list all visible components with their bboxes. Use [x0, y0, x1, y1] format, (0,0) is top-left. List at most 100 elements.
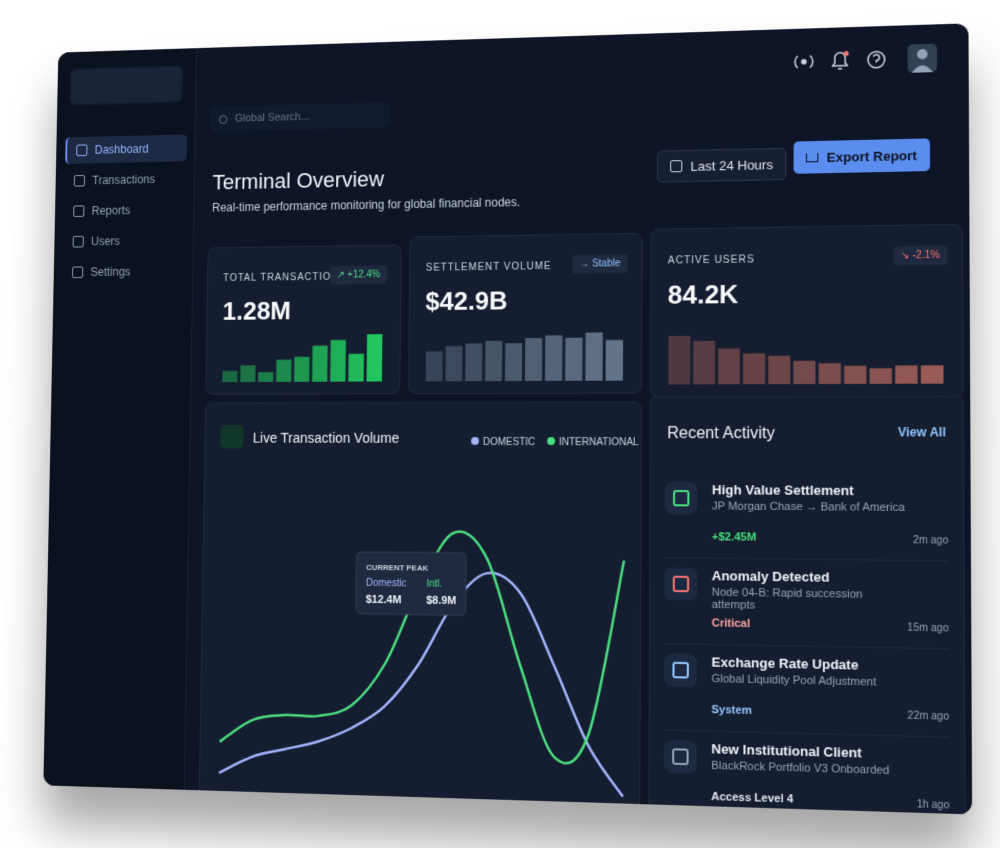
activity-time: 1h ago [917, 799, 950, 812]
mini-bar [330, 340, 346, 382]
view-all-link[interactable]: View All [898, 425, 946, 440]
mini-bars [667, 334, 945, 384]
activity-tag: Access Level 4 [711, 791, 793, 806]
activity-title: Recent Activity [667, 425, 775, 443]
nav-icon [74, 175, 85, 187]
activity-icon [664, 653, 697, 687]
nav-label: Settings [90, 265, 130, 279]
nav-label: Reports [92, 204, 131, 218]
tooltip-value: $12.4M [366, 594, 402, 607]
mini-bar [870, 368, 892, 384]
activity-time: 22m ago [908, 710, 950, 723]
activity-item[interactable]: High Value Settlement JP Morgan Chase → B… [665, 472, 949, 562]
mini-bar [485, 341, 502, 381]
stat-label: SETTLEMENT VOLUME [426, 261, 552, 274]
activity-title: Anomaly Detected [712, 568, 830, 585]
activity-title: High Value Settlement [712, 482, 854, 498]
mini-bar [465, 343, 482, 381]
activity-icon-glyph [673, 490, 689, 506]
dashboard-window: Dashboard Transactions Reports Users Setting… [43, 23, 972, 814]
mini-bars [221, 334, 384, 382]
range-label: Last 24 Hours [690, 157, 773, 174]
nav-item[interactable]: Reports [64, 196, 184, 225]
mini-bar [693, 341, 715, 385]
calendar-icon [670, 160, 682, 172]
help-icon[interactable] [868, 51, 885, 68]
tooltip-title: CURRENT PEAK [366, 563, 428, 573]
page-title: Terminal Overview [212, 167, 384, 196]
activity-desc: BlackRock Portfolio V3 Onboarded [711, 760, 911, 778]
legend-dot [547, 437, 555, 445]
nav-item[interactable]: Users [63, 227, 183, 256]
mini-bar [505, 343, 522, 381]
activity-icon-glyph [673, 576, 689, 593]
bell-icon[interactable] [833, 51, 849, 69]
stat-card: ACTIVE USERS ↘ -2.1% 84.2K [650, 224, 964, 398]
nav-label: Users [91, 234, 120, 248]
mini-bar [793, 361, 815, 384]
mini-bar [294, 357, 310, 382]
download-icon [806, 153, 818, 162]
nav-icon [73, 205, 84, 217]
nav-icon [73, 236, 84, 248]
mini-bar [445, 346, 462, 381]
activity-desc: Node 04-B: Rapid succession attempts [712, 586, 911, 614]
activity-title: New Institutional Client [711, 741, 861, 761]
mini-bar [240, 365, 255, 382]
activity-card: Recent Activity View All High Value Sett… [648, 393, 965, 815]
activity-tag: Critical [712, 617, 751, 630]
mini-bar [258, 372, 273, 382]
nav-item[interactable]: Transactions [65, 165, 185, 194]
mini-bars [425, 332, 625, 381]
line-chart: DOMESTIC INTERNATIONAL CURRENT PEAK Domesti… [200, 403, 641, 812]
mini-bar [921, 365, 944, 383]
activity-tag: +$2.45M [712, 531, 756, 544]
mini-bar [718, 348, 740, 384]
tooltip-label: Intl. [426, 579, 442, 590]
chart-card: Live Transaction Volume DOMESTIC INTERNAT… [199, 402, 642, 813]
nav-label: Dashboard [95, 142, 149, 157]
stat-label: ACTIVE USERS [668, 254, 755, 266]
activity-item[interactable]: Anomaly Detected Node 04-B: Rapid success… [664, 557, 948, 649]
stat-badge: → Stable [572, 254, 627, 274]
stat-badge: ↘ -2.1% [893, 245, 947, 265]
mini-bar [844, 366, 866, 384]
activity-icon [665, 482, 698, 515]
mini-bar [565, 338, 582, 381]
stat-value: 1.28M [222, 296, 291, 327]
stat-card: SETTLEMENT VOLUME → Stable $42.9B [408, 233, 643, 394]
sidebar: Dashboard Transactions Reports Users Setting… [43, 48, 197, 790]
activity-icon-glyph [672, 748, 688, 765]
mini-bar [426, 351, 443, 381]
mini-bar [585, 332, 603, 380]
search-input[interactable]: Global Search... [210, 102, 390, 132]
activity-item[interactable]: Exchange Rate Update Global Liquidity Poo… [664, 643, 949, 738]
activity-icon-glyph [672, 662, 688, 679]
legend-label: INTERNATIONAL [559, 437, 639, 448]
range-button[interactable]: Last 24 Hours [657, 148, 786, 183]
activity-icon [665, 567, 698, 600]
nav-item[interactable]: Dashboard [65, 134, 187, 164]
activity-tag: System [711, 704, 752, 717]
mini-bar [895, 365, 918, 383]
mini-bar [743, 353, 765, 384]
legend-dot [471, 437, 479, 445]
activity-desc: JP Morgan Chase → Bank of America [712, 500, 910, 514]
activity-item[interactable]: New Institutional Client BlackRock Portfo… [664, 729, 950, 814]
activity-time: 15m ago [907, 622, 949, 634]
mini-bar [768, 356, 790, 384]
broadcast-icon[interactable] [795, 55, 813, 68]
top-icons [792, 40, 959, 79]
nav-item[interactable]: Settings [63, 257, 184, 285]
logo [70, 66, 183, 105]
activity-title: Exchange Rate Update [712, 654, 859, 672]
stat-value: $42.9B [425, 286, 507, 318]
mini-bar [367, 334, 383, 381]
mini-bar [606, 340, 624, 381]
activity-time: 2m ago [913, 535, 949, 547]
export-label: Export Report [827, 147, 917, 164]
mini-bar [222, 371, 237, 382]
export-button[interactable]: Export Report [794, 138, 930, 173]
